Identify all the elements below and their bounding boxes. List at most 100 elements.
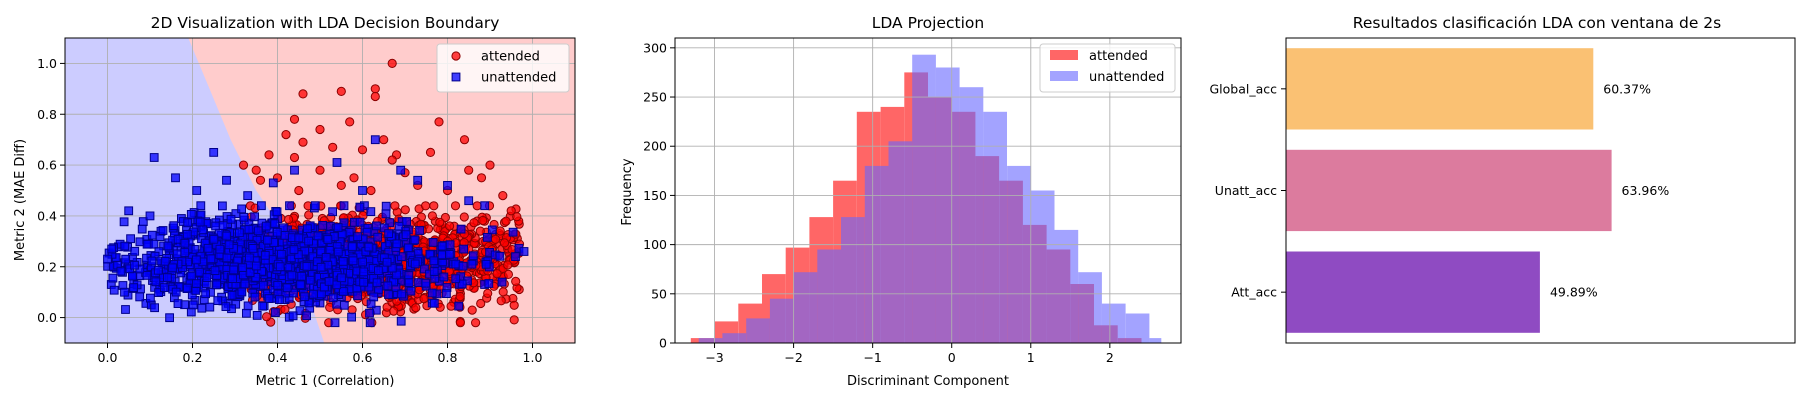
point-unattended-1315 <box>305 275 315 285</box>
point-unattended-1136 <box>244 224 254 234</box>
point-unattended-308 <box>205 302 215 312</box>
point-unattended-1275 <box>338 257 348 266</box>
point-unattended-1204 <box>272 227 282 237</box>
point-attended-1304 <box>298 89 308 99</box>
point-unattended-228 <box>135 292 145 302</box>
point-unattended-1003 <box>439 272 449 282</box>
point-unattended-1221 <box>355 217 365 227</box>
histogram-bar-unattended <box>864 165 889 343</box>
point-attended-702 <box>498 287 508 297</box>
point-attended-528 <box>501 216 511 226</box>
point-unattended-917 <box>250 292 260 302</box>
point-unattended-1417 <box>107 244 117 254</box>
scatter-x-tick-label: 0.8 <box>438 350 458 365</box>
point-attended-1310 <box>298 137 308 147</box>
point-unattended-1362 <box>195 267 204 277</box>
scatter-x-tick-label: 0.4 <box>268 350 288 365</box>
histogram-x-tick-label: −3 <box>705 350 723 365</box>
point-unattended-1237 <box>303 224 312 234</box>
point-unattended-1305 <box>228 274 237 284</box>
point-unattended-1138 <box>429 267 439 277</box>
point-attended-896 <box>421 201 431 211</box>
point-unattended-1028 <box>381 209 391 219</box>
point-attended-1130 <box>455 292 465 302</box>
point-unattended-1111 <box>394 221 404 231</box>
point-unattended-674 <box>366 207 376 216</box>
point-unattended-1420 <box>519 247 529 256</box>
point-unattended-1285 <box>201 289 210 299</box>
point-unattended-762 <box>397 252 406 261</box>
point-attended-1172 <box>492 269 502 279</box>
point-unattended-1027 <box>508 227 518 237</box>
point-unattended-299 <box>302 311 312 321</box>
point-unattended-1194 <box>235 228 244 238</box>
point-unattended-1389 <box>358 257 368 267</box>
point-attended-947 <box>411 303 421 313</box>
histogram-bar-unattended <box>983 111 1007 343</box>
point-unattended-1397 <box>173 299 183 309</box>
histogram-bar-unattended <box>769 298 794 343</box>
point-attended-1322 <box>238 160 249 170</box>
histogram-bar-unattended <box>746 318 770 343</box>
scatter-y-tick-label: 0.8 <box>37 107 57 122</box>
point-attended-1303 <box>370 91 380 102</box>
point-unattended-1359 <box>300 292 309 302</box>
point-unattended-1325 <box>359 267 369 277</box>
bar-value-label: 60.37% <box>1603 81 1651 96</box>
point-unattended-1184 <box>275 295 284 305</box>
point-unattended-814 <box>445 240 455 250</box>
point-unattended-1373 <box>289 245 299 254</box>
point-unattended-165 <box>218 201 227 211</box>
point-unattended-1382 <box>109 285 119 295</box>
point-attended-485 <box>450 201 461 211</box>
scatter-y-tick-label: 0.6 <box>37 158 57 173</box>
point-unattended-1278 <box>180 248 190 257</box>
point-unattended-1386 <box>382 257 392 267</box>
histogram-bar-unattended <box>722 333 747 343</box>
point-unattended-1148 <box>222 231 231 241</box>
histogram-y-tick-label: 100 <box>643 237 667 252</box>
point-unattended-1266 <box>497 277 507 287</box>
histogram-x-tick-label: 2 <box>1106 350 1114 365</box>
point-unattended-1352 <box>168 263 177 273</box>
point-unattended-1401 <box>209 148 219 157</box>
point-unattended-1074 <box>309 289 318 299</box>
point-unattended-19 <box>487 225 497 235</box>
point-unattended-1387 <box>251 261 261 271</box>
point-unattended-961 <box>183 218 193 228</box>
point-unattended-1347 <box>260 250 270 260</box>
point-attended-1302 <box>370 84 380 94</box>
histogram-title: LDA Projection <box>872 14 984 32</box>
histogram-bar-unattended <box>1030 190 1055 343</box>
point-unattended-690 <box>128 271 137 281</box>
point-unattended-1192 <box>213 296 223 306</box>
scatter-plot-area: 0.0 0.2 0.4 0.6 0.8 1.0 0.0 0.2 0.4 0.6 0.8 1.0 atte… <box>37 37 576 365</box>
histogram-y-axis-label: Frequency <box>620 158 635 225</box>
point-attended-1272 <box>284 214 294 225</box>
point-unattended-1246 <box>392 239 402 249</box>
scatter-panel: 2D Visualization with LDA Decision Bound… <box>13 14 576 389</box>
legend-label-unattended: unattended <box>481 71 556 86</box>
point-unattended-824 <box>372 221 381 231</box>
point-unattended-1077 <box>333 223 343 232</box>
point-unattended-767 <box>451 274 461 284</box>
histogram-bar-unattended <box>959 87 984 343</box>
point-attended-780 <box>483 288 493 298</box>
legend-label-unattended: unattended <box>1089 70 1164 85</box>
point-unattended-1406 <box>268 178 278 188</box>
point-unattended-996 <box>188 300 198 310</box>
scatter-y-tick-label: 0.4 <box>37 208 57 223</box>
histogram-bar-unattended <box>1101 303 1126 343</box>
scatter-y-tick-label: 1.0 <box>37 56 57 71</box>
point-unattended-1330 <box>243 301 253 311</box>
point-attended-1305 <box>289 114 300 124</box>
point-unattended-751 <box>396 316 406 326</box>
histogram-bar-unattended <box>817 249 841 343</box>
point-attended-1285 <box>435 217 445 227</box>
point-attended-1319 <box>264 150 274 160</box>
point-unattended-1380 <box>321 253 331 262</box>
point-attended-1135 <box>503 260 513 270</box>
point-unattended-1295 <box>163 273 172 283</box>
scatter-x-axis-label: Metric 1 (Correlation) <box>256 374 395 389</box>
